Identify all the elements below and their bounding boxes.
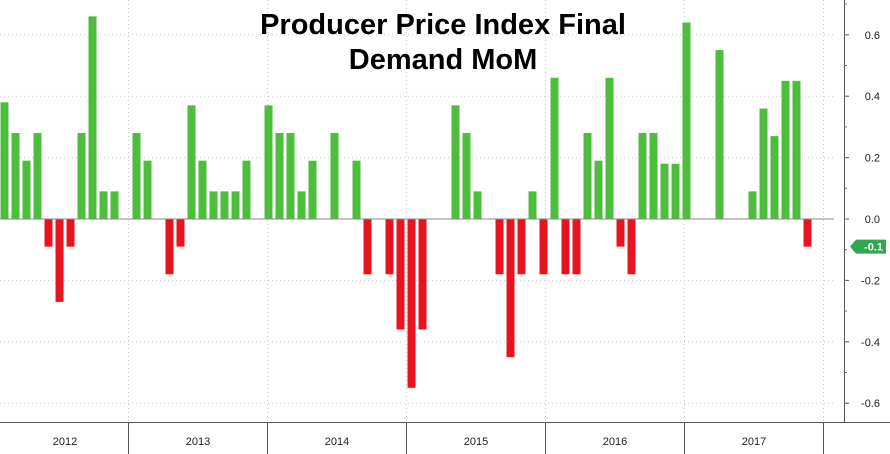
bar — [330, 133, 339, 219]
bar — [55, 219, 64, 302]
bar — [473, 191, 482, 219]
bars-layer — [0, 16, 812, 388]
bar — [660, 163, 669, 219]
bar — [572, 219, 581, 275]
bar — [418, 219, 427, 330]
bar — [517, 219, 526, 275]
bar — [770, 136, 779, 219]
bar — [66, 219, 75, 247]
bar — [220, 191, 229, 219]
x-tick-label: 2012 — [53, 436, 77, 448]
bar — [242, 160, 251, 219]
chart-title-line-1: Producer Price Index Final — [260, 9, 626, 41]
bar — [11, 133, 20, 219]
bar — [264, 105, 273, 219]
y-tick-label: 0.2 — [865, 153, 880, 165]
y-tick-label: -0.2 — [861, 275, 880, 287]
bar — [594, 160, 603, 219]
bar — [715, 50, 724, 220]
bar — [33, 133, 42, 219]
bar — [759, 108, 768, 219]
bar — [44, 219, 53, 247]
bar — [176, 219, 185, 247]
x-tick-label: 2016 — [603, 436, 627, 448]
bar — [396, 219, 405, 330]
bar — [363, 219, 372, 275]
last-value-label: -0.1 — [864, 242, 883, 254]
chart-title-line-2: Demand MoM — [349, 44, 538, 76]
x-tick-label: 2017 — [742, 436, 766, 448]
bar — [385, 219, 394, 275]
bar — [583, 133, 592, 219]
bar — [143, 160, 152, 219]
bar — [297, 191, 306, 219]
bar — [649, 133, 658, 219]
bar — [638, 133, 647, 219]
bar — [616, 219, 625, 247]
bar — [352, 160, 361, 219]
bar — [748, 191, 757, 219]
bar — [803, 219, 812, 247]
bar — [792, 80, 801, 219]
bar — [561, 219, 570, 275]
bar — [308, 160, 317, 219]
bar — [209, 191, 218, 219]
bar — [275, 133, 284, 219]
bar — [99, 191, 108, 219]
bar — [407, 219, 416, 388]
bar — [539, 219, 548, 275]
x-tick-label: 2013 — [186, 436, 210, 448]
y-tick-label: -0.6 — [861, 398, 880, 410]
y-tick-label: 0.4 — [865, 91, 880, 103]
y-tick-label: 0.0 — [865, 214, 880, 226]
bar — [550, 77, 559, 219]
x-tick-label: 2014 — [325, 436, 349, 448]
bar — [781, 80, 790, 219]
bar — [627, 219, 636, 275]
bar — [605, 77, 614, 219]
bar — [187, 105, 196, 219]
bar — [462, 133, 471, 219]
bar — [77, 133, 86, 219]
bar — [231, 191, 240, 219]
bar — [495, 219, 504, 275]
bar — [165, 219, 174, 275]
y-tick-label: 0.6 — [865, 30, 880, 42]
y-tick-label: -0.4 — [861, 337, 880, 349]
bar — [132, 133, 141, 219]
x-tick-label: 2015 — [464, 436, 488, 448]
bar — [22, 160, 31, 219]
bar — [671, 163, 680, 219]
bar — [0, 102, 9, 219]
bar — [506, 219, 515, 358]
bar — [198, 160, 207, 219]
bar — [110, 191, 119, 219]
bar — [528, 191, 537, 219]
bar — [286, 133, 295, 219]
bar — [451, 105, 460, 219]
bar — [88, 16, 97, 219]
bar — [682, 22, 691, 219]
last-value-tag — [850, 239, 886, 254]
